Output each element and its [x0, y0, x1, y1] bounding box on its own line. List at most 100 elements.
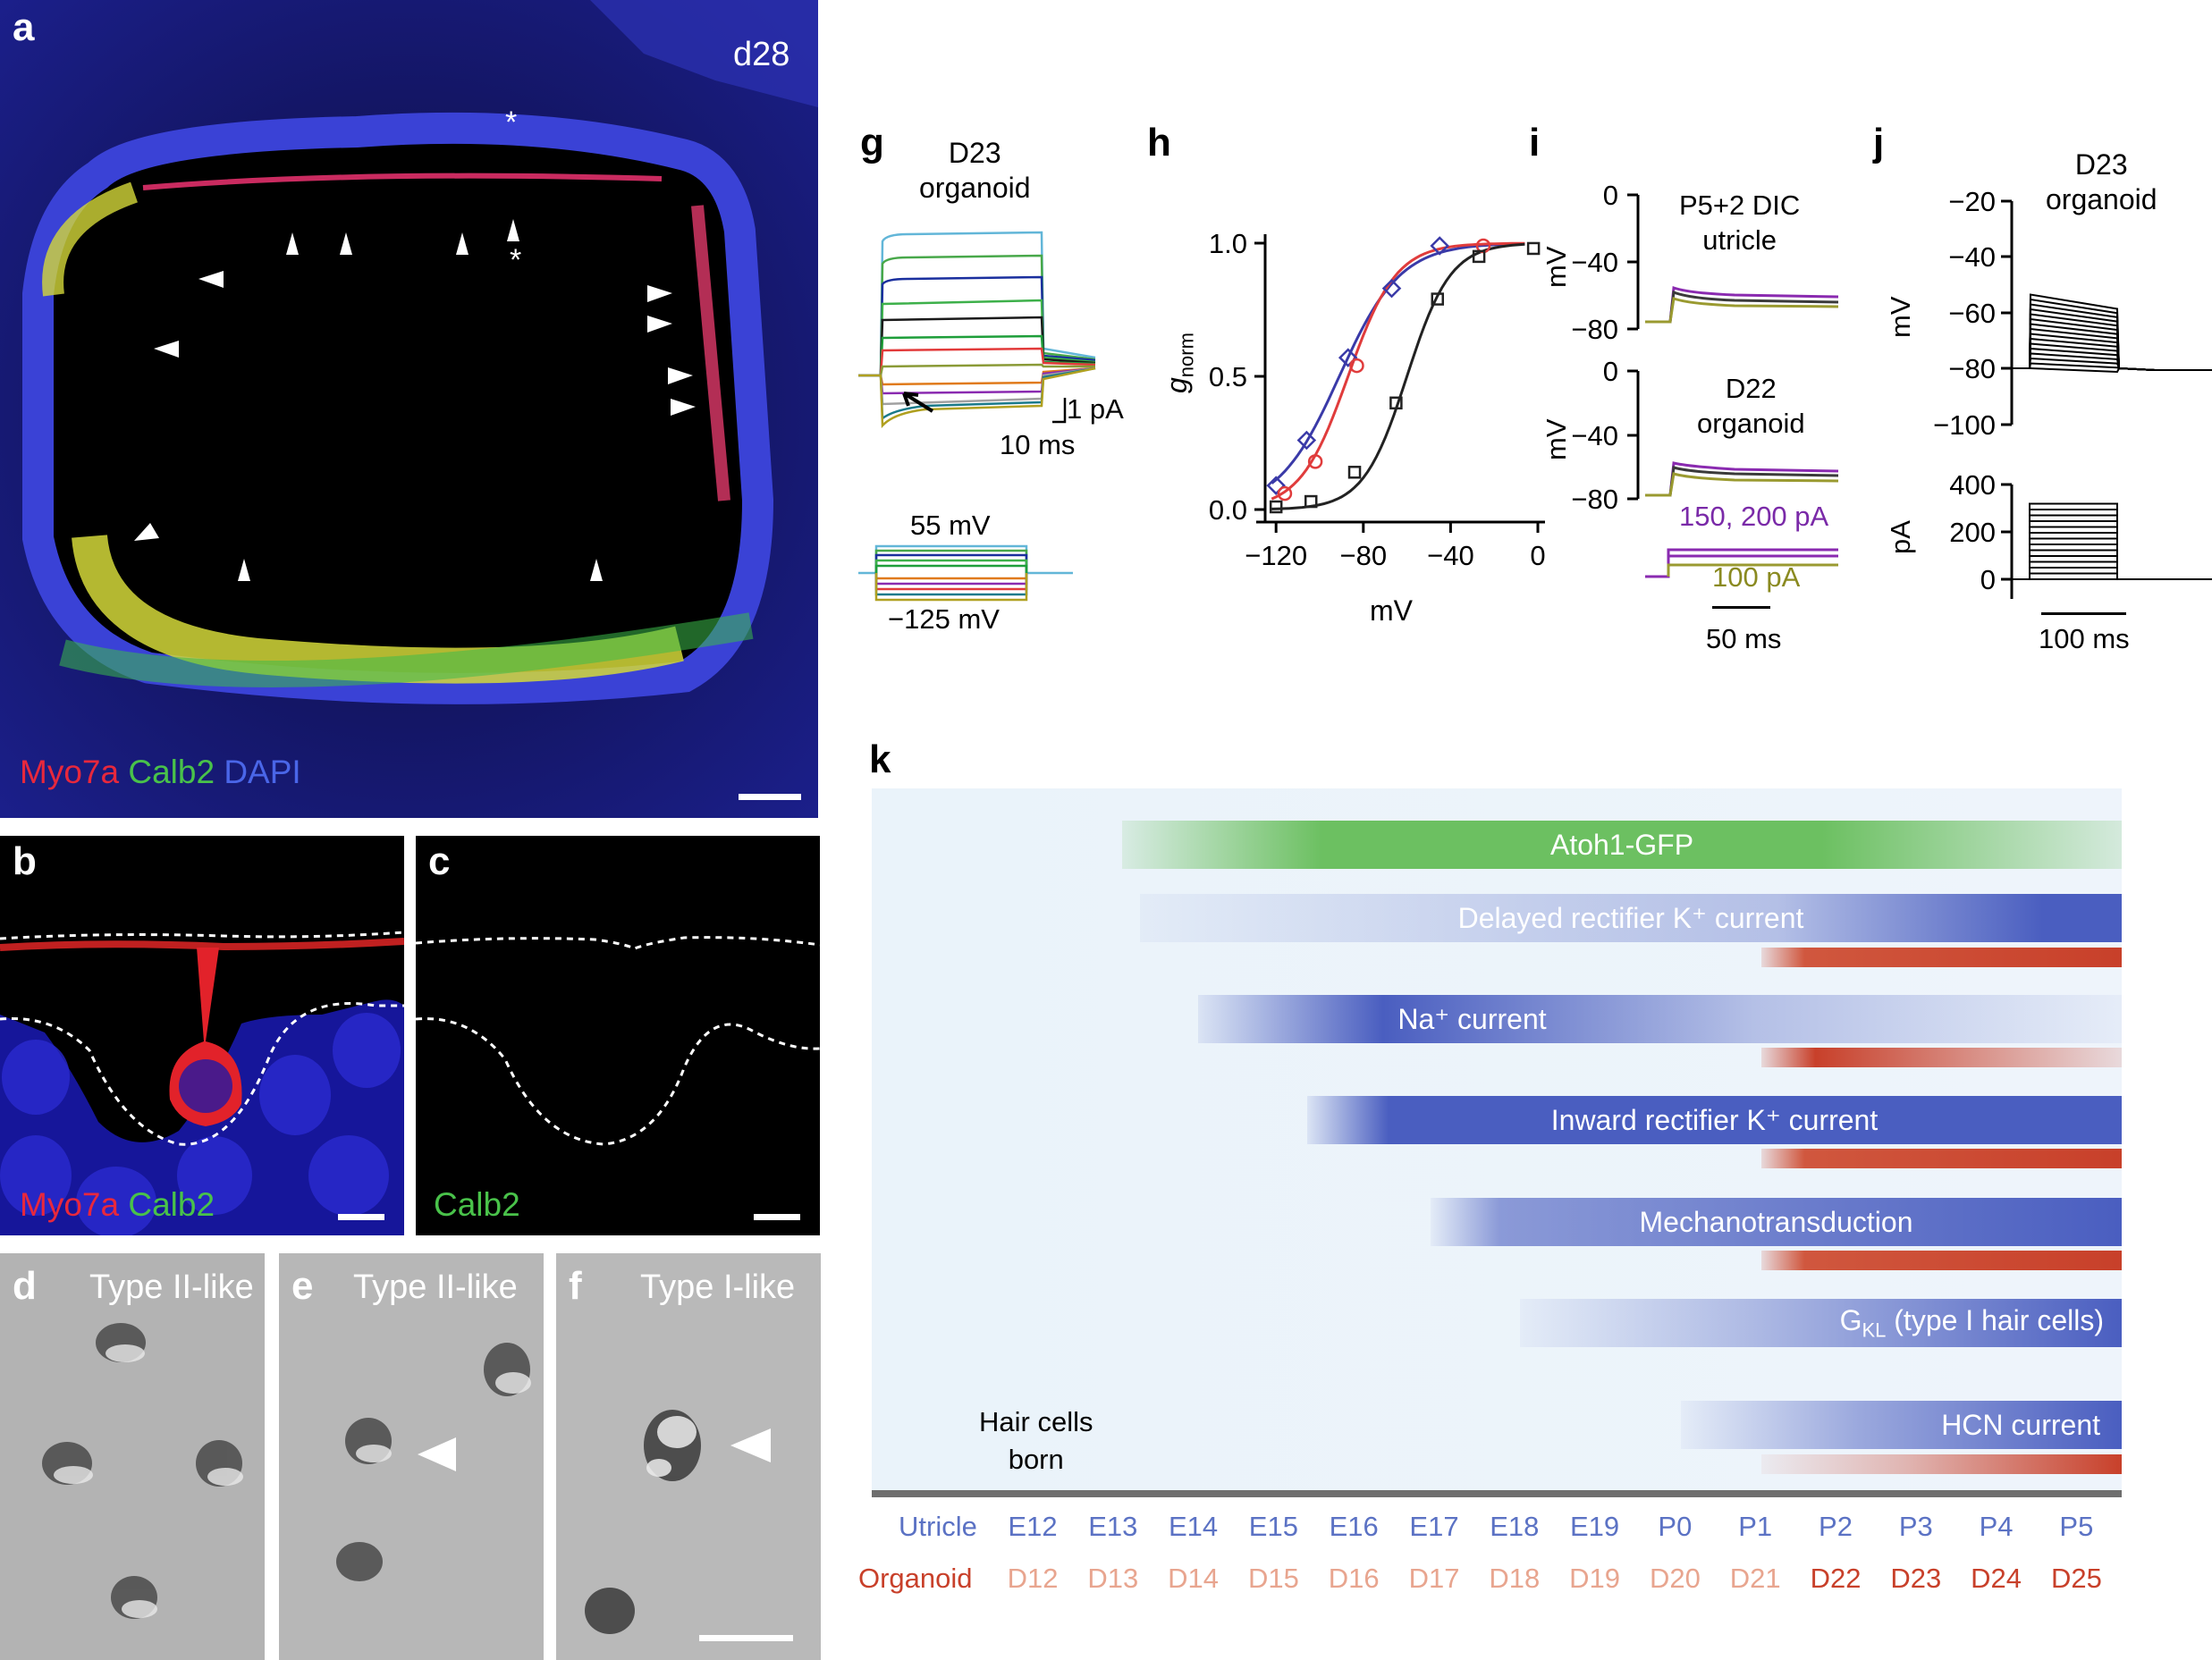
h-ytick-label: 1.0 [1209, 228, 1247, 259]
panel-c-legend: Calb2 [434, 1186, 520, 1223]
h-point-square [1347, 466, 1362, 479]
panel-f-image [556, 1253, 821, 1660]
timeline-bar-hcn-label: HCN current [1941, 1408, 2100, 1441]
legend-b-calb2: Calb2 [128, 1186, 215, 1223]
panel-b-micrograph: b Myo7a Calb2 [0, 836, 404, 1235]
panel-j-label: j [1873, 121, 1885, 164]
panel-i-tick-0b: 0 [1603, 356, 1618, 387]
j-current-step [2012, 549, 2212, 580]
organoid-row-label: Organoid [858, 1563, 973, 1594]
panel-i-current-high: 150, 200 pA [1679, 501, 1829, 532]
timeline-bar-gkl-label: GKL (type I hair cells) [1840, 1304, 2104, 1342]
panel-h-axes [1256, 234, 1545, 524]
utricle-stage-E18: E18 [1490, 1511, 1540, 1542]
panel-k-label: k [869, 737, 891, 781]
panel-i-current-low: 100 pA [1712, 561, 1801, 593]
h-xtick-label: 0 [1530, 540, 1545, 571]
panel-i-tick-0a: 0 [1603, 180, 1618, 211]
panel-j-voltage-family [2012, 293, 2212, 374]
h-point-square [1431, 292, 1445, 306]
panel-i-label: i [1529, 121, 1541, 164]
panel-j-tick-80: −80 [1948, 353, 1996, 384]
panel-b-legend: Myo7a Calb2 [20, 1186, 215, 1224]
h-ytick-label: 0.0 [1209, 494, 1247, 526]
panel-i-tick-40b: −40 [1571, 420, 1618, 451]
gkl-rest: (type I hair cells) [1886, 1303, 2104, 1336]
organoid-stage-D20: D20 [1649, 1563, 1701, 1594]
timeline-organoid-na-current [1761, 1048, 2122, 1067]
j-current-step [2012, 526, 2212, 580]
panel-j-ylabel-top: mV [1885, 296, 1916, 339]
panel-h-ticks: −120 −80 −40 0 0.0 0.5 1.0 [1209, 228, 1546, 571]
panel-a-image [0, 0, 818, 818]
panel-a-scale-bar [739, 794, 801, 800]
h-ytick-label: 0.5 [1209, 361, 1247, 392]
utricle-stage-E12: E12 [1008, 1511, 1058, 1542]
utricle-stage-P4: P4 [1979, 1511, 2014, 1542]
gkl-sub: KL [1862, 1319, 1887, 1342]
j-current-step [2012, 514, 2212, 580]
utricle-stage-E17: E17 [1409, 1511, 1459, 1542]
panel-g-arrow-icon [902, 392, 934, 413]
j-voltage-trace [2012, 293, 2212, 371]
timeline-bar-inward-rectifier: Inward rectifier K⁺ current [1307, 1096, 2122, 1144]
organoid-stage-D12: D12 [1007, 1563, 1059, 1594]
panel-i-scale-time: 50 ms [1706, 623, 1782, 654]
panel-j-tick-60: −60 [1948, 298, 1996, 329]
legend-dapi: DAPI [224, 754, 301, 790]
timeline-bar-na-current-label: Na⁺ current [1397, 1003, 1547, 1035]
timeline-organoid-delayed-rectifier [1761, 948, 2122, 967]
h-fit-curve-diamond [1271, 242, 1525, 485]
organoid-stage-D19: D19 [1569, 1563, 1621, 1594]
panel-e-image [279, 1253, 544, 1660]
panel-f-label: f [569, 1264, 582, 1308]
h-point-circle [1307, 454, 1323, 469]
panel-d-title: Type II-like [89, 1268, 254, 1306]
panel-j-tick-200pa: 200 [1949, 517, 1996, 548]
utricle-stage-E19: E19 [1570, 1511, 1620, 1542]
utricle-stage-E14: E14 [1169, 1511, 1219, 1542]
panel-b-image [0, 931, 404, 1235]
h-point-diamond [1338, 348, 1358, 367]
panel-a-label: a [13, 5, 35, 49]
timeline-bar-na-current: Na⁺ current [1198, 995, 2122, 1043]
panel-f-micrograph: f Type I-like [556, 1253, 821, 1660]
organoid-stage-D24: D24 [1971, 1563, 2022, 1594]
utricle-stage-P0: P0 [1658, 1511, 1693, 1542]
panel-g-title-line1: D23 [948, 137, 1001, 169]
panel-j-title-line1: D23 [2074, 148, 2128, 181]
timeline-bar-inward-rectifier-label: Inward rectifier K⁺ current [1550, 1104, 1879, 1136]
hair-cells-line1: Hair cells [979, 1406, 1093, 1437]
panel-j-tick-400: 400 [1949, 469, 1996, 501]
panel-j-scale-bar [2041, 612, 2126, 615]
panel-j-tick-20: −20 [1948, 186, 1996, 217]
organoid-stage-D22: D22 [1810, 1563, 1862, 1594]
j-current-step [2012, 560, 2212, 580]
panel-h-label: h [1147, 121, 1171, 164]
timeline-organoid-mechanotransduction [1761, 1251, 2122, 1270]
h-point-circle [1277, 485, 1293, 501]
timeline-bar-mechanotransduction-label: Mechanotransduction [1639, 1205, 1913, 1238]
panel-i-trace1-title: P5+2 DIC utricle [1679, 188, 1800, 257]
organoid-stage-D25: D25 [2050, 1563, 2102, 1594]
h-point-diamond [1381, 278, 1402, 299]
panel-h-xlabel: mV [1370, 594, 1413, 627]
utricle-stage-P2: P2 [1819, 1511, 1853, 1542]
timeline-axis [872, 1490, 2122, 1497]
hair-cells-line2: born [1008, 1444, 1064, 1475]
panel-c-scale-bar [754, 1214, 800, 1220]
h-point-circle [1349, 358, 1364, 374]
organoid-stage-D13: D13 [1087, 1563, 1139, 1594]
panel-i-trace2-line2: organoid [1697, 408, 1805, 439]
panel-d-image [0, 1253, 265, 1660]
panel-a-micrograph: a d28 * * Myo7a Calb2 DAPI [0, 0, 818, 818]
h-point-diamond [1266, 476, 1286, 495]
panel-h-chart: −120 −80 −40 0 0.0 0.5 1.0 [1209, 228, 1546, 571]
j-current-step [2012, 502, 2212, 580]
legend-calb2: Calb2 [128, 754, 215, 790]
panel-j-title: D23 organoid [2046, 147, 2157, 217]
h-xtick-label: −120 [1245, 540, 1307, 571]
panel-a-legend: Myo7a Calb2 DAPI [20, 754, 301, 791]
panel-g-step-bottom: −125 mV [888, 603, 1000, 635]
panel-b-scale-bar [338, 1214, 384, 1220]
